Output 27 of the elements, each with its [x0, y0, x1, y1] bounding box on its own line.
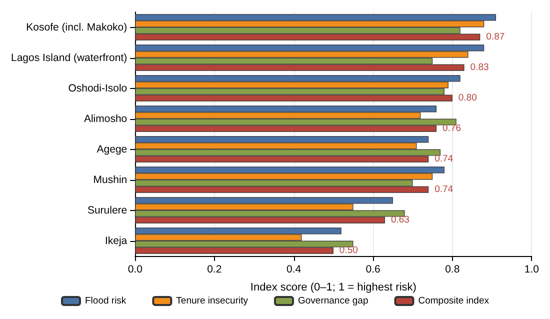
legend-label: Tenure insecurity	[176, 296, 248, 306]
data-label: 0.87	[486, 32, 505, 43]
data-label: 0.83	[470, 62, 489, 74]
legend-label: Governance gap	[298, 296, 368, 306]
legend-label: Composite index	[418, 296, 490, 306]
y-tick-label: Ikeja	[104, 234, 128, 247]
data-label: 0.63	[390, 214, 410, 226]
y-tick-label: Kosofe (incl. Makoko)	[26, 21, 128, 34]
y-tick-label: Alimosho	[84, 112, 128, 125]
x-tick-label: 0.8	[445, 264, 460, 276]
x-tick-label: 0.2	[207, 264, 222, 276]
data-label: 0.80	[458, 92, 477, 104]
x-tick-label: 1.0	[524, 264, 540, 276]
y-tick-label: Lagos Island (waterfront)	[10, 52, 128, 64]
data-label: 0.76	[442, 123, 462, 134]
x-axis-title: Index score (0–1; 1 = highest risk)	[250, 282, 416, 294]
y-tick-label: Oshodi-Isolo	[68, 82, 128, 94]
y-tick-label: Surulere	[87, 204, 128, 216]
x-tick-label: 0.6	[366, 264, 381, 276]
x-tick-label: 0.0	[128, 264, 143, 276]
x-tick-label: 0.4	[286, 264, 302, 276]
y-tick-label: Mushin	[93, 174, 128, 186]
data-label: 0.74	[434, 154, 454, 165]
data-label: 0.50	[339, 245, 358, 256]
y-tick-label: Agege	[96, 143, 128, 156]
legend-label: Flood risk	[85, 296, 126, 306]
data-label: 0.74	[434, 184, 454, 196]
